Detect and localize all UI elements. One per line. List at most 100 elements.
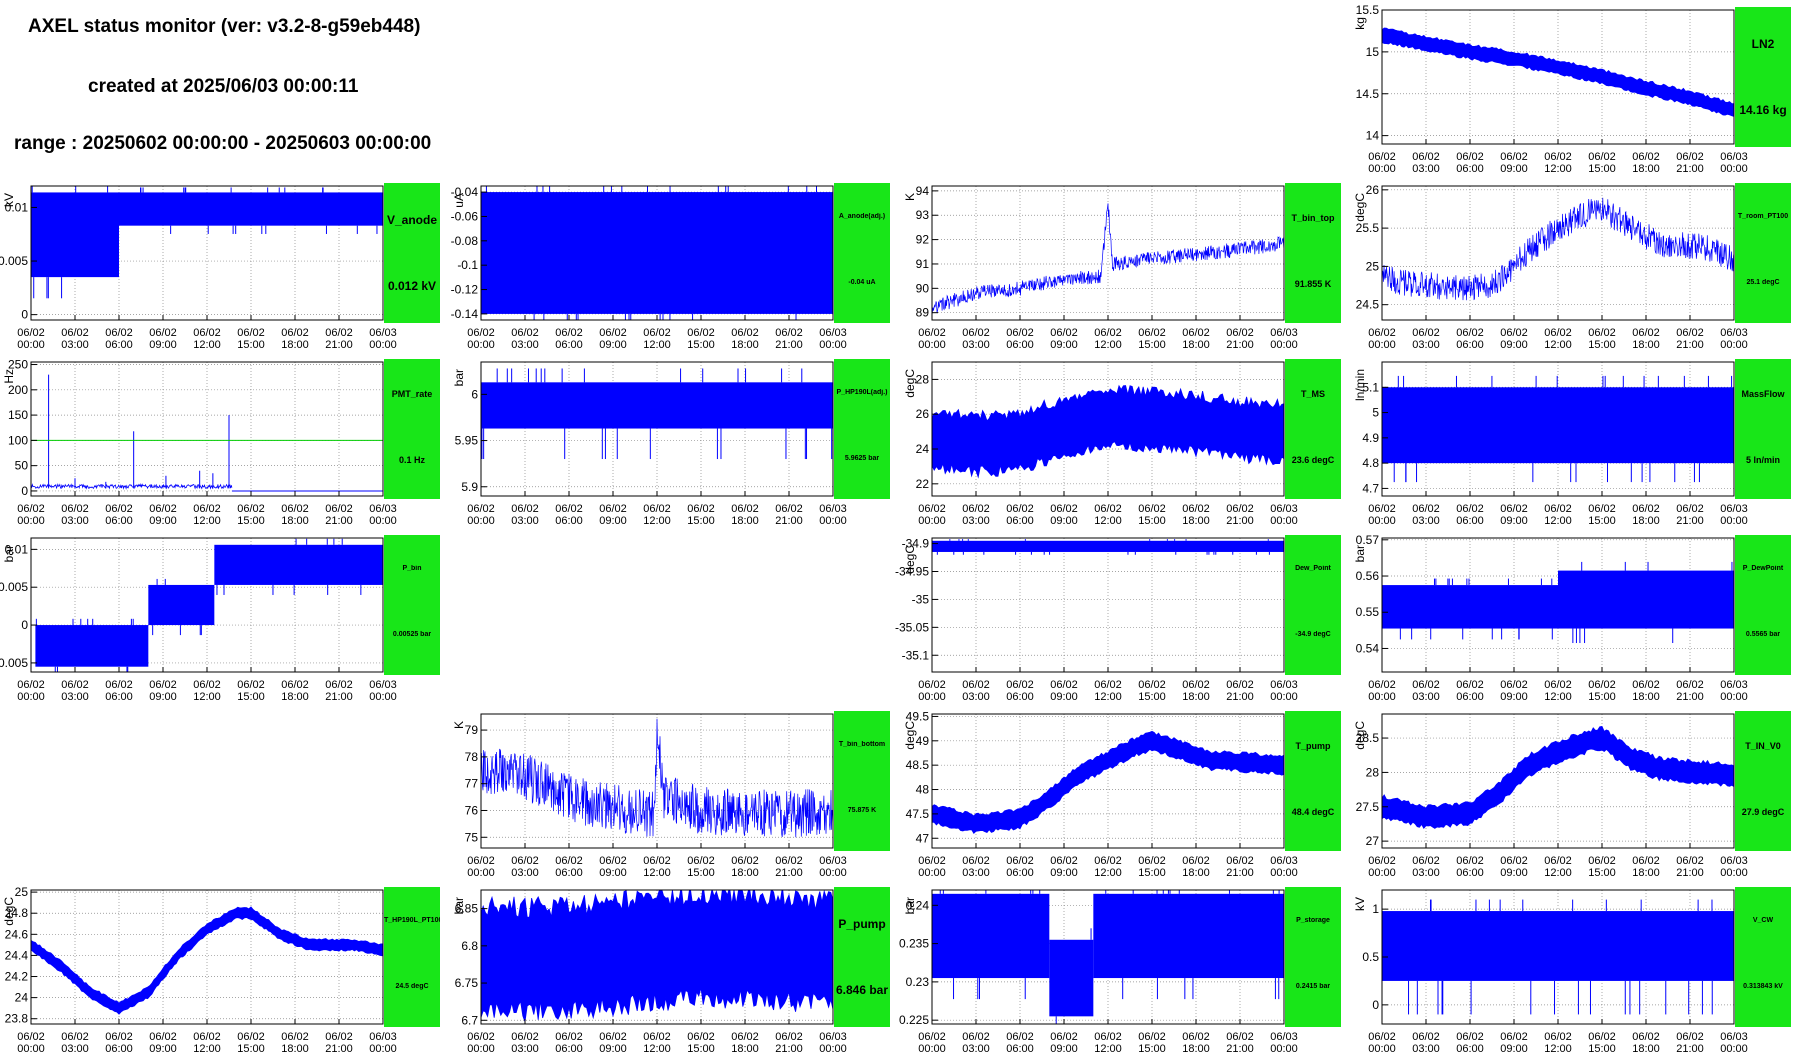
x-tick-date: 06/02	[1544, 151, 1572, 163]
x-tick-date: 06/02	[105, 679, 133, 691]
stat-box: Dew_Point -34.9 degC	[1285, 535, 1341, 675]
x-tick-date: 06/03	[1270, 327, 1298, 339]
parameter-value: -34.9 degC	[1295, 631, 1331, 638]
x-tick-time: 06:00	[1006, 339, 1034, 351]
series-segment	[35, 625, 149, 667]
x-tick-time: 21:00	[1226, 867, 1254, 879]
parameter-value: -0.04 uA	[848, 279, 876, 286]
y-tick-label: 6.85	[455, 902, 479, 916]
parameter-value: 25.1 degC	[1746, 279, 1780, 286]
x-tick-date: 06/02	[1006, 679, 1034, 691]
x-tick-date: 06/02	[555, 855, 583, 867]
x-tick-date: 06/02	[1368, 1031, 1396, 1043]
x-tick-time: 00:00	[1368, 515, 1396, 527]
x-tick-time: 15:00	[1588, 515, 1616, 527]
x-tick-date: 06/02	[1138, 1031, 1166, 1043]
y-axis-unit: Hz	[2, 369, 16, 384]
x-tick-time: 12:00	[1544, 691, 1572, 703]
x-tick-date: 06/02	[511, 1031, 539, 1043]
x-tick-date: 06/02	[775, 327, 803, 339]
x-tick-date: 06/02	[1412, 679, 1440, 691]
x-tick-time: 06:00	[555, 339, 583, 351]
x-tick-time: 03:00	[1412, 339, 1440, 351]
x-tick-date: 06/02	[61, 679, 89, 691]
x-tick-date: 06/02	[962, 1031, 990, 1043]
x-tick-date: 06/02	[555, 503, 583, 515]
x-tick-time: 09:00	[1050, 1043, 1078, 1055]
series-T_bin_top	[932, 203, 1284, 315]
x-tick-date: 06/02	[1632, 855, 1660, 867]
x-tick-date: 06/02	[1500, 151, 1528, 163]
x-tick-time: 21:00	[325, 339, 353, 351]
y-axis-unit: uA	[452, 193, 466, 208]
y-tick-label: 25	[15, 885, 29, 899]
parameter-value: 23.6 degC	[1291, 455, 1335, 465]
y-tick-label: 94	[916, 184, 930, 198]
stat-box: LN2 14.16 kg	[1735, 7, 1791, 147]
y-axis-unit: degC	[2, 897, 16, 926]
panel-p-storage: 0.225 0.23 0.235 0.24 bar 06/02 00:00 06/02 03:0…	[899, 887, 1341, 1055]
series-band	[932, 384, 1284, 479]
x-tick-time: 00:00	[467, 1043, 495, 1055]
y-tick-label: 0.54	[1356, 641, 1380, 655]
panel-dew-point: -35.1 -35.05 -35 -34.95 -34.9 degC 06/02 00:00 0…	[895, 535, 1341, 703]
y-tick-label: 27.5	[1356, 800, 1380, 814]
x-tick-date: 06/02	[325, 327, 353, 339]
x-tick-time: 12:00	[1544, 1043, 1572, 1055]
x-tick-date: 06/02	[281, 503, 309, 515]
stat-box: V_anode 0.012 kV	[384, 183, 440, 323]
x-tick-time: 12:00	[1094, 691, 1122, 703]
y-tick-label: 27	[1366, 834, 1380, 848]
x-tick-date: 06/02	[687, 503, 715, 515]
x-tick-date: 06/02	[1412, 855, 1440, 867]
x-tick-time: 00:00	[819, 1043, 847, 1055]
chart-P_pump: 6.76.756.86.85bar06/0200:0006/0203:0006/…	[452, 889, 847, 1055]
x-tick-date: 06/02	[731, 327, 759, 339]
x-tick-date: 06/02	[731, 503, 759, 515]
x-tick-date: 06/02	[467, 503, 495, 515]
x-tick-date: 06/02	[1544, 503, 1572, 515]
parameter-name: P_HP190L(adj.)	[836, 389, 888, 396]
x-tick-date: 06/02	[237, 503, 265, 515]
x-tick-time: 15:00	[1588, 867, 1616, 879]
chart-T_MS: 22242628degC06/0200:0006/0203:0006/0206:…	[903, 361, 1298, 527]
x-tick-time: 03:00	[962, 515, 990, 527]
parameter-value: 0.2415 bar	[1295, 983, 1331, 990]
x-tick-date: 06/02	[643, 855, 671, 867]
y-tick-label: 5.1	[1362, 380, 1379, 394]
x-tick-date: 06/02	[1456, 679, 1484, 691]
x-tick-date: 06/02	[687, 855, 715, 867]
parameter-value: 24.5 degC	[395, 983, 429, 990]
series-PMT_rate	[31, 374, 383, 492]
x-tick-date: 06/02	[1094, 327, 1122, 339]
x-tick-time: 03:00	[511, 867, 539, 879]
x-tick-date: 06/02	[775, 1031, 803, 1043]
panel-t-room-pt100: 24.5 25 25.5 26 degC 06/02 00:00 06/02 03:00 06/0…	[1351, 183, 1791, 351]
x-tick-time: 06:00	[1006, 1043, 1034, 1055]
x-tick-date: 06/02	[1588, 1031, 1616, 1043]
series-line	[481, 718, 833, 838]
chart-T_IN_V0: 2727.52828.5degC06/0200:0006/0203:0006/0…	[1353, 713, 1748, 879]
x-tick-time: 12:00	[1094, 339, 1122, 351]
x-tick-date: 06/03	[1720, 151, 1748, 163]
x-tick-date: 06/02	[643, 1031, 671, 1043]
x-tick-time: 15:00	[1138, 339, 1166, 351]
panel-p-bin: -0.00500.0050.01bar06/0200:0006/0203:000…	[0, 535, 440, 703]
x-tick-time: 15:00	[237, 515, 265, 527]
y-tick-label: 26	[916, 407, 930, 421]
x-tick-time: 18:00	[731, 867, 759, 879]
y-tick-label: 24	[916, 442, 930, 456]
stat-box: P_pump 6.846 bar	[834, 887, 890, 1027]
x-tick-date: 06/02	[193, 327, 221, 339]
x-tick-time: 09:00	[1500, 1043, 1528, 1055]
x-tick-date: 06/02	[643, 327, 671, 339]
parameter-name: P_bin	[402, 565, 422, 572]
x-tick-date: 06/02	[1412, 503, 1440, 515]
x-tick-time: 06:00	[105, 339, 133, 351]
series-segment	[1382, 387, 1734, 464]
chart-P_DewPoint: 0.540.550.560.57bar06/0200:0006/0203:000…	[1353, 533, 1748, 703]
x-tick-date: 06/02	[467, 1031, 495, 1043]
series-T_MS	[932, 384, 1284, 479]
y-tick-label: 150	[8, 408, 28, 422]
chart-P_storage: 0.2250.230.2350.24bar06/0200:0006/0203:0…	[899, 889, 1298, 1055]
